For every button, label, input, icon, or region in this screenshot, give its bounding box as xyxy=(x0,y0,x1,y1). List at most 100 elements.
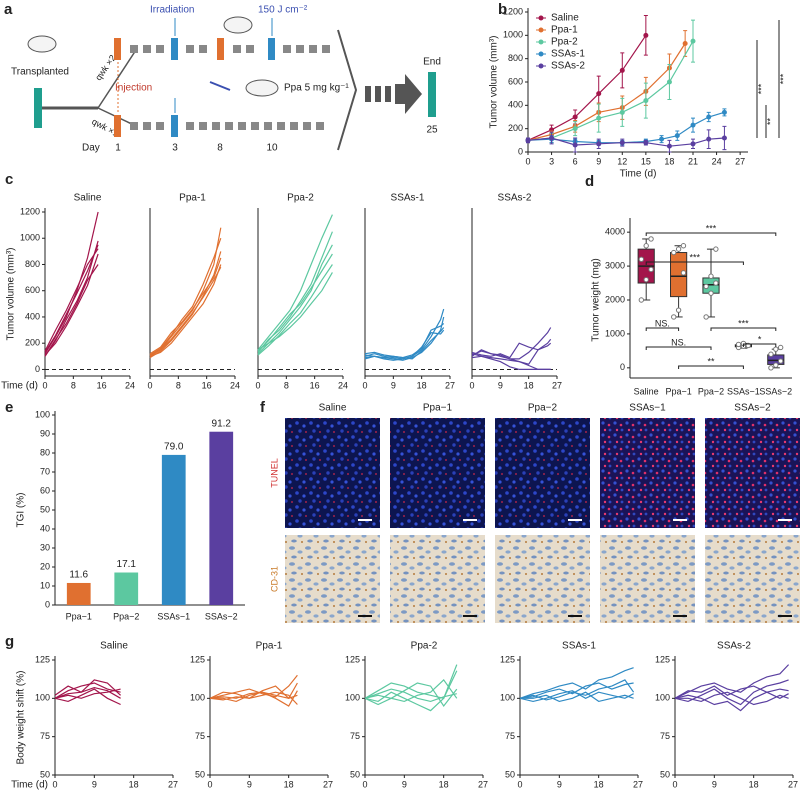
data-point xyxy=(638,256,645,263)
subplot-title: Saline xyxy=(74,193,102,204)
data-point xyxy=(619,67,625,73)
significance-label: *** xyxy=(690,252,701,262)
y-tick-label: 600 xyxy=(508,76,523,86)
x-tick-label: 12 xyxy=(617,156,627,166)
x-tick-label: 0 xyxy=(362,779,367,789)
series-line xyxy=(471,338,552,365)
data-point xyxy=(690,141,696,147)
bar xyxy=(209,431,234,605)
x-tick-label: Ppa−2 xyxy=(698,386,724,396)
data-point xyxy=(572,114,578,120)
data-point xyxy=(735,341,742,348)
series-line xyxy=(257,264,333,356)
series-line xyxy=(527,137,725,147)
data-point xyxy=(777,344,784,351)
cd31-image xyxy=(600,535,695,623)
series-line xyxy=(520,691,634,703)
series-line xyxy=(149,257,222,355)
data-point xyxy=(721,135,727,141)
day: 10 xyxy=(266,143,278,154)
arrow-dash xyxy=(385,86,391,102)
data-point xyxy=(703,283,709,290)
x-tick-label: Ppa−2 xyxy=(113,611,139,621)
y-tick-label: 0 xyxy=(620,362,625,372)
y-axis-label: TGI (%) xyxy=(16,493,27,528)
subplot-title: Saline xyxy=(100,641,128,652)
significance-label: * xyxy=(758,334,762,344)
syringe xyxy=(209,81,231,91)
series-line xyxy=(149,266,222,356)
schematic: a Transplanted qwk ×2 qwk ×1 Injection xyxy=(4,1,441,154)
data-point xyxy=(680,270,687,276)
y-tick-label: 30 xyxy=(40,542,50,552)
subplot-title: Ppa-2 xyxy=(287,193,314,204)
value-label: 91.2 xyxy=(212,418,232,429)
series-line xyxy=(44,253,99,356)
data-point xyxy=(648,236,654,242)
day: 3 xyxy=(172,143,178,154)
y-tick-label: 100 xyxy=(35,409,50,419)
x-tick-label: 24 xyxy=(338,380,348,390)
x-tick-label: 18 xyxy=(749,779,759,789)
series-line xyxy=(527,111,725,144)
y-tick-label: 2000 xyxy=(605,294,625,304)
series-line xyxy=(527,34,647,141)
y-tick-label: 1000 xyxy=(605,328,625,338)
y-tick-label: 200 xyxy=(25,338,40,348)
x-tick-label: 8 xyxy=(284,380,289,390)
data-point xyxy=(572,126,578,132)
x-tick-label: 18 xyxy=(594,779,604,789)
end-day: 25 xyxy=(426,125,438,136)
series-line xyxy=(471,342,552,359)
x-tick-label: 16 xyxy=(97,380,107,390)
y-tick-label: 125 xyxy=(655,654,670,664)
series-line xyxy=(471,327,552,360)
x-axis-label: Time (d) xyxy=(1,381,38,392)
data-point xyxy=(659,136,665,142)
x-tick-label: 3 xyxy=(549,156,554,166)
legend-swatch xyxy=(538,63,544,69)
y-tick-label: 50 xyxy=(195,769,205,779)
x-tick-label: 24 xyxy=(230,380,240,390)
series-line xyxy=(209,682,298,699)
subplot-title: SSAs-1 xyxy=(391,193,425,204)
panel-label: a xyxy=(4,1,13,18)
x-tick-label: 8 xyxy=(71,380,76,390)
y-tick-label: 400 xyxy=(508,100,523,110)
legend-swatch xyxy=(538,27,544,33)
series-line xyxy=(674,685,789,699)
x-tick-label: Ppa−1 xyxy=(66,611,92,621)
x-tick-label: 21 xyxy=(688,156,698,166)
end-label: End xyxy=(423,57,441,68)
data-point xyxy=(773,362,779,368)
x-tick-label: 27 xyxy=(633,779,643,789)
data-point xyxy=(768,365,774,371)
legend-label: SSAs-2 xyxy=(551,61,585,72)
day-label: Day xyxy=(82,143,100,154)
data-point xyxy=(619,140,625,146)
series-line xyxy=(257,244,333,355)
data-point xyxy=(706,136,712,142)
panel-label: d xyxy=(585,173,594,190)
x-tick-label: 0 xyxy=(362,380,367,390)
x-tick-label: 18 xyxy=(524,380,534,390)
chevron xyxy=(337,29,358,151)
start-bar xyxy=(34,88,42,128)
data-point xyxy=(596,115,602,121)
data-point xyxy=(675,246,682,252)
series-line xyxy=(54,688,121,706)
significance-bracket xyxy=(710,327,777,331)
series-line xyxy=(44,248,99,352)
significance-bracket xyxy=(645,232,777,236)
x-tick-label: 0 xyxy=(52,779,57,789)
y-tick-label: 50 xyxy=(660,769,670,779)
data-point xyxy=(549,135,555,141)
significance-bracket xyxy=(742,343,777,347)
y-tick-label: 0 xyxy=(35,364,40,374)
data-point xyxy=(638,297,645,303)
cd31-image xyxy=(705,535,800,623)
x-tick-label: 15 xyxy=(641,156,651,166)
subplot-title: Ppa-1 xyxy=(179,193,206,204)
y-tick-label: 75 xyxy=(350,731,360,741)
mouse-icon xyxy=(245,79,279,97)
